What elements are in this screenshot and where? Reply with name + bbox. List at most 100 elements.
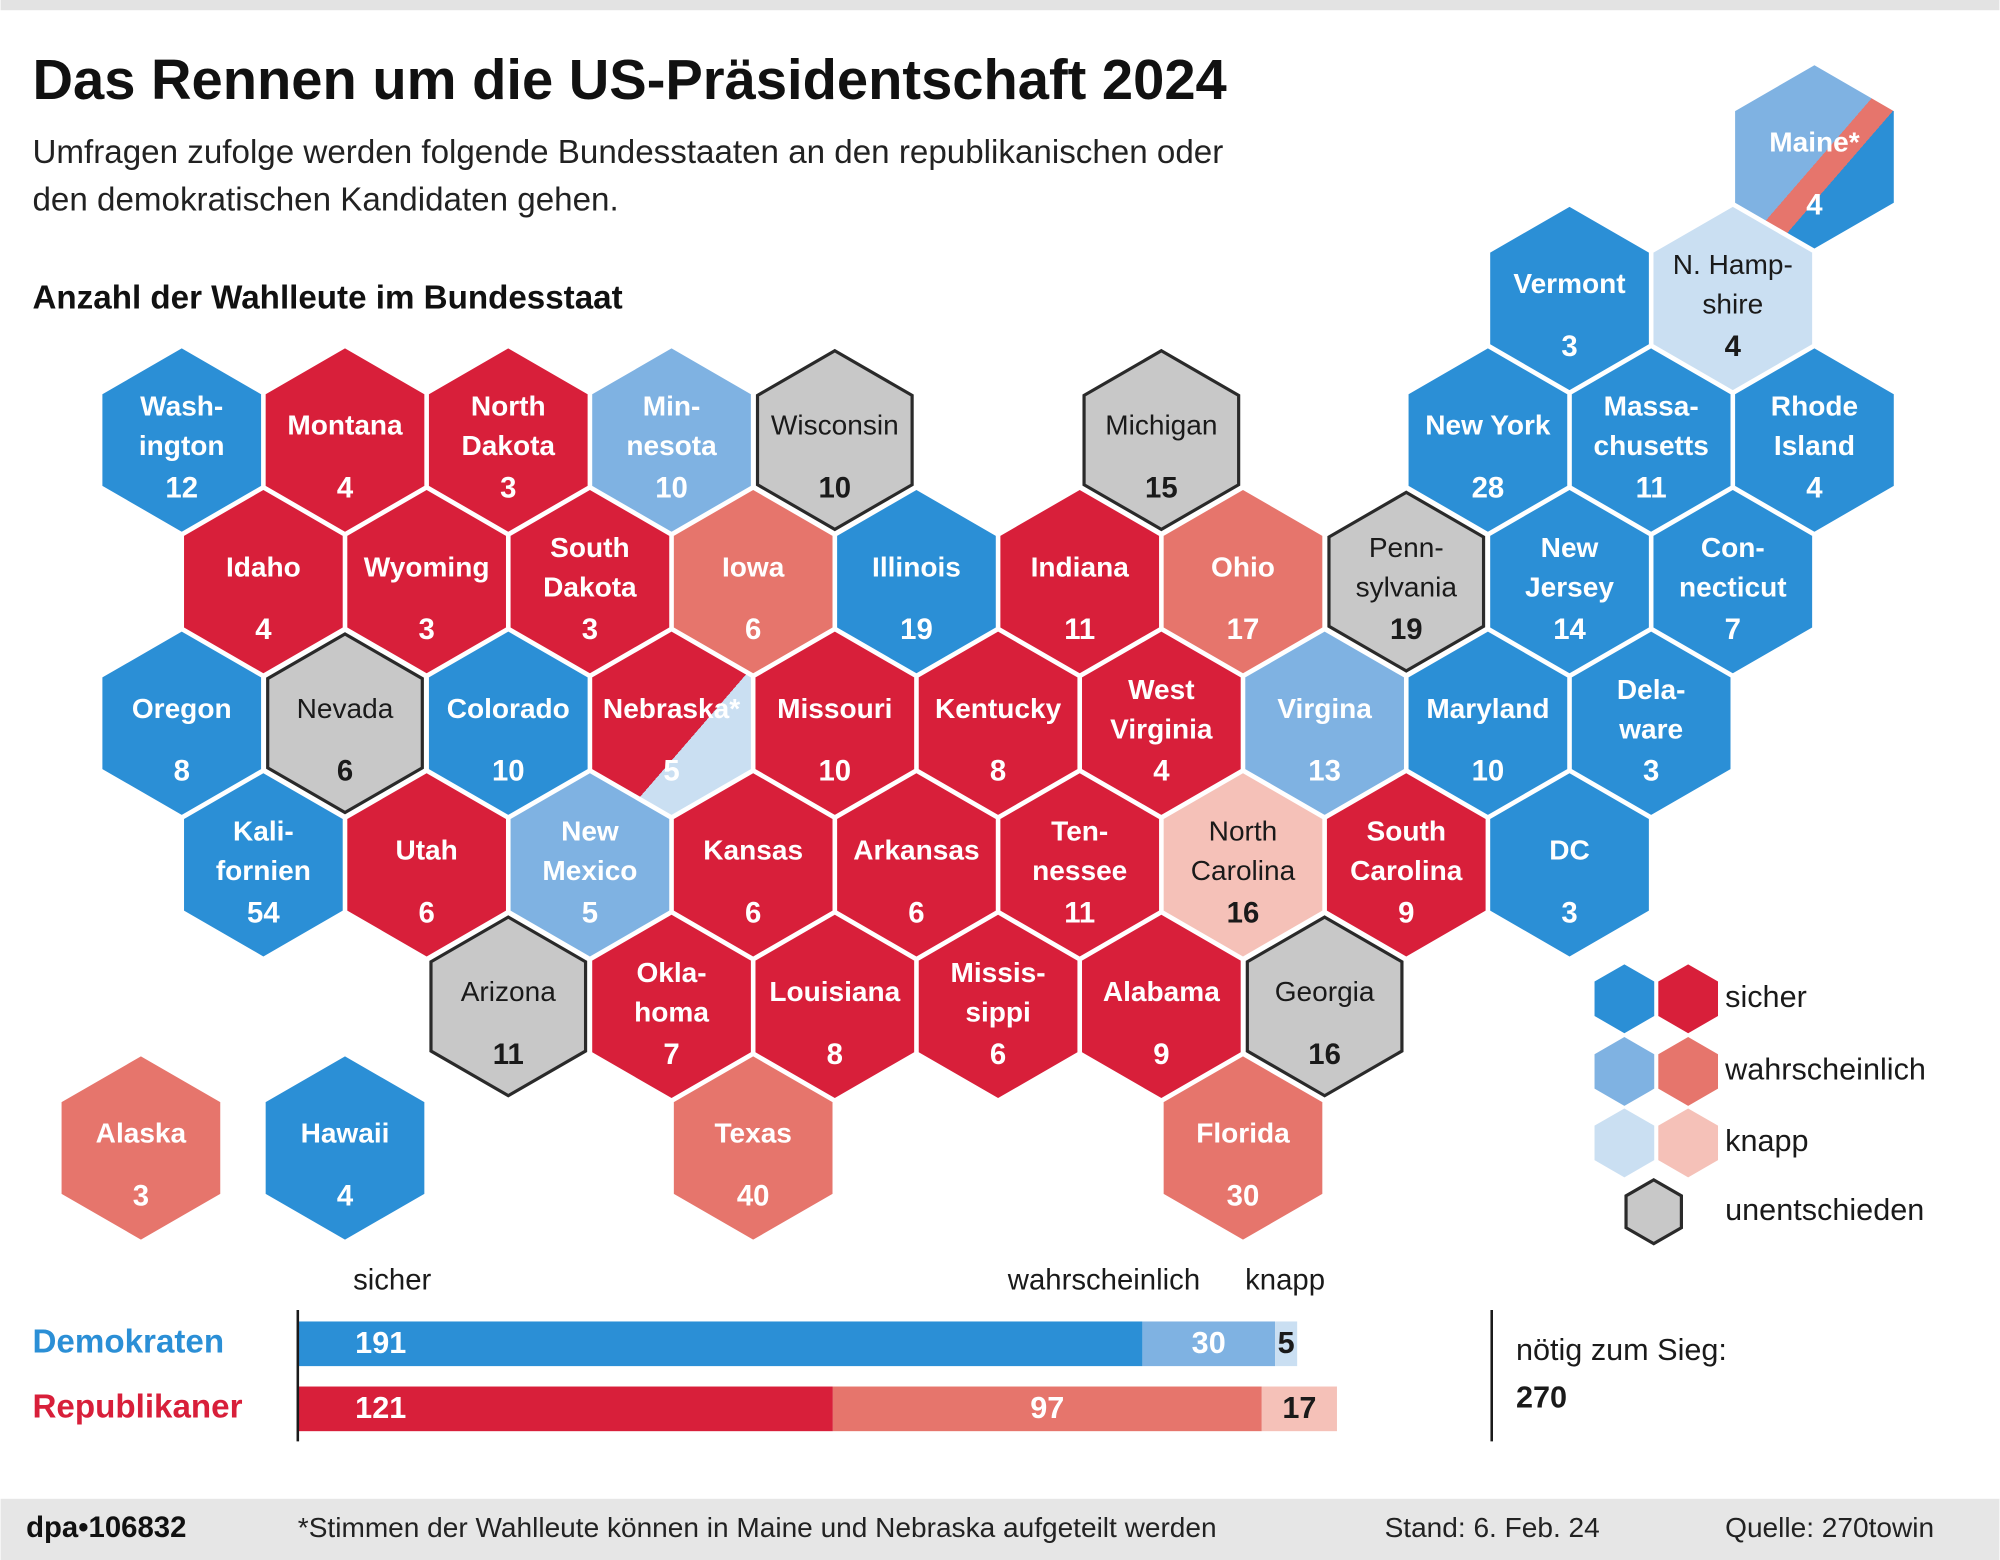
state-electors: 19 <box>1390 613 1423 646</box>
state-hex <box>1327 490 1486 673</box>
state-hex <box>834 487 999 677</box>
state-electors: 4 <box>255 613 272 646</box>
state-hex <box>1732 62 1897 252</box>
state-hex <box>834 770 999 960</box>
state-name: Vermont <box>1513 268 1625 299</box>
state-hex <box>1324 770 1489 960</box>
bar-value: 191 <box>355 1326 406 1360</box>
state-name: Missis- <box>951 957 1046 988</box>
state-name: Okla- <box>636 957 706 988</box>
legend-swatch <box>1624 1178 1683 1246</box>
state-hex <box>508 770 672 960</box>
state-name: N. Hamp- <box>1673 249 1793 280</box>
state-electors: 10 <box>655 472 688 505</box>
legend-label: unentschieden <box>1725 1193 1924 1227</box>
state-electors: 8 <box>174 755 190 788</box>
state-name: Maryland <box>1426 693 1549 724</box>
state-name: Arizona <box>461 976 556 1007</box>
state-name: Montana <box>287 410 403 441</box>
state-name: Oregon <box>132 693 232 724</box>
state-electors: 9 <box>1398 896 1414 929</box>
segment-header: sicher <box>353 1264 431 1297</box>
state-name: Kentucky <box>935 693 1062 724</box>
legend-swatch <box>1658 964 1719 1034</box>
state-name: Michigan <box>1105 410 1217 441</box>
state-name: Jersey <box>1525 572 1614 603</box>
state-electors: 19 <box>900 613 933 646</box>
state-electors: 10 <box>492 755 525 788</box>
state-electors: 12 <box>165 472 198 505</box>
state-name: sippi <box>965 996 1030 1027</box>
state-electors: 4 <box>337 472 354 505</box>
bar-segment <box>297 1386 833 1432</box>
state-hex <box>1487 487 1652 677</box>
bar-segment <box>832 1386 1262 1432</box>
state-electors: 9 <box>1153 1038 1169 1071</box>
state-name: Wisconsin <box>771 410 899 441</box>
state-hex <box>1242 628 1407 818</box>
legend-swatch <box>1658 1037 1719 1106</box>
state-electors: 3 <box>1561 896 1577 929</box>
hex-map: Maine* 4 Vermont 3 N. Hamp-shire 4 Wash-ington… <box>59 62 1897 1243</box>
state-hex <box>671 1053 836 1243</box>
state-hex <box>429 915 588 1098</box>
bar-value: 97 <box>1030 1391 1064 1425</box>
state-electors: 10 <box>819 755 852 788</box>
legend-swatch <box>1594 1037 1655 1106</box>
state-hex <box>1569 628 1734 818</box>
state-name: shire <box>1702 289 1763 320</box>
state-electors: 3 <box>500 472 516 505</box>
state-electors: 6 <box>745 896 761 929</box>
legend-label: wahrscheinlich <box>1724 1053 1926 1087</box>
state-hex <box>1161 487 1325 677</box>
state-name: Mexico <box>542 855 637 886</box>
state-name: Nevada <box>297 693 394 724</box>
state-name: Kansas <box>703 834 803 865</box>
state-name: chusetts <box>1593 430 1708 461</box>
state-name: Ohio <box>1211 551 1275 582</box>
state-hex <box>99 345 264 535</box>
state-hex <box>1082 348 1241 532</box>
state-hex <box>1732 345 1897 535</box>
state-hex <box>508 487 672 677</box>
state-name: Ten- <box>1051 815 1108 846</box>
footer-note: *Stimmen der Wahlleute können in Maine u… <box>298 1512 1217 1543</box>
state-hex <box>752 628 917 818</box>
state-name: Kali- <box>233 815 294 846</box>
state-electors: 7 <box>1725 613 1741 646</box>
state-electors: 14 <box>1553 613 1586 646</box>
state-name: Indiana <box>1031 551 1130 582</box>
state-name: South <box>1367 815 1446 846</box>
series-name: Demokraten <box>32 1324 224 1361</box>
state-hex <box>997 487 1162 677</box>
state-electors: 3 <box>1643 755 1659 788</box>
state-electors: 40 <box>737 1179 770 1212</box>
state-electors: 10 <box>819 472 852 505</box>
footer-id: dpa•106832 <box>26 1511 186 1544</box>
state-name: New <box>561 815 619 846</box>
state-name: Utah <box>395 834 457 865</box>
state-name: Penn- <box>1369 532 1444 563</box>
state-hex <box>1079 628 1244 818</box>
state-electors: 4 <box>1806 188 1823 221</box>
state-hex <box>589 911 754 1101</box>
bar-value: 17 <box>1282 1391 1316 1425</box>
state-electors: 28 <box>1472 472 1505 505</box>
state-hex <box>755 348 914 532</box>
title: Das Rennen um die US-Präsidentschaft 202… <box>32 48 1226 111</box>
state-electors: 11 <box>1064 896 1095 929</box>
state-name: Massa- <box>1604 391 1699 422</box>
bar-value: 121 <box>355 1391 406 1425</box>
state-hex <box>916 628 1080 818</box>
segment-header: wahrscheinlich <box>1007 1264 1200 1297</box>
state-name: ware <box>1618 713 1683 744</box>
state-electors: 13 <box>1308 755 1341 788</box>
state-electors: 8 <box>990 755 1006 788</box>
state-name: Illinois <box>872 551 961 582</box>
state-electors: 11 <box>493 1038 524 1071</box>
state-name: Dakota <box>543 572 637 603</box>
state-hex <box>1161 770 1325 960</box>
state-hex <box>1487 770 1652 960</box>
state-hex <box>1406 345 1570 535</box>
state-hex <box>181 487 346 677</box>
